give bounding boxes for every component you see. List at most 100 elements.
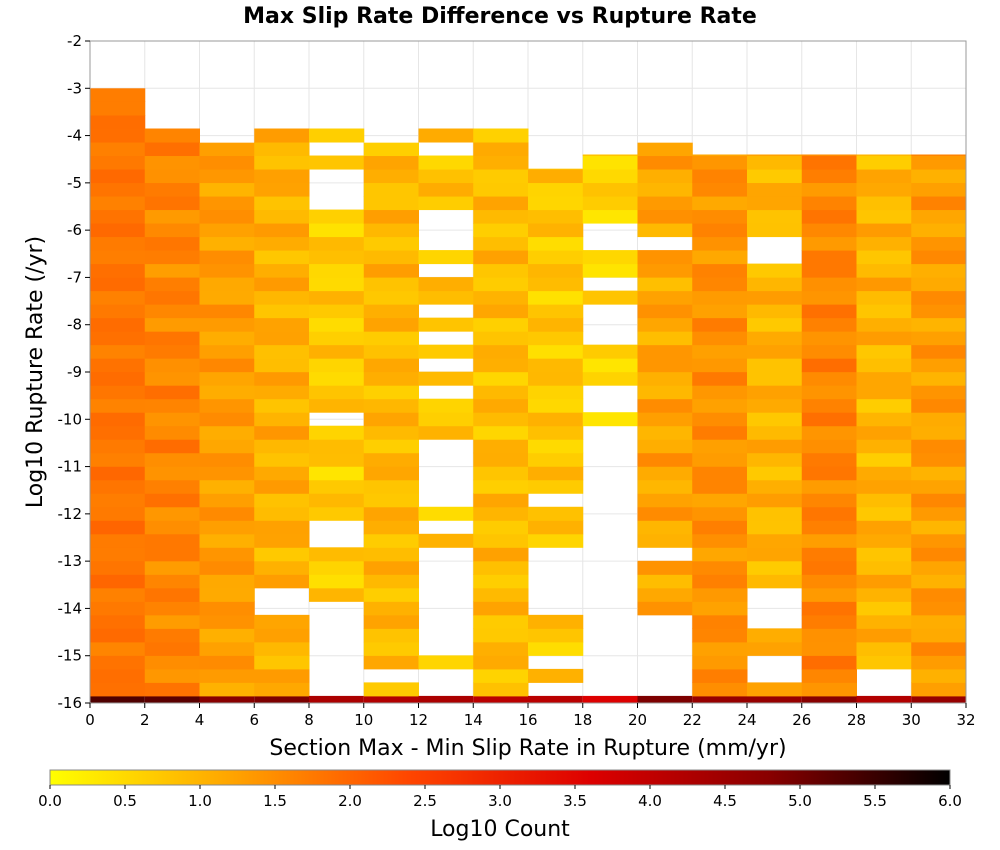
- heatmap-cell: [528, 398, 584, 413]
- heatmap-cell: [144, 425, 200, 440]
- heatmap-cell: [747, 263, 803, 278]
- heatmap-cell: [801, 533, 857, 548]
- heatmap-cell: [254, 169, 310, 184]
- heatmap-cell: [363, 182, 419, 197]
- heatmap-cell: [363, 682, 419, 697]
- heatmap-cell: [856, 655, 912, 670]
- heatmap-cell: [528, 358, 584, 373]
- colorbar-tick-label: 5.5: [863, 792, 887, 810]
- heatmap-cell: [199, 371, 255, 386]
- heatmap-cell: [528, 317, 584, 332]
- heatmap-cell: [856, 520, 912, 535]
- y-tick-label: -13: [58, 552, 83, 570]
- heatmap-cell: [254, 304, 310, 319]
- heatmap-cell-bottom: [801, 695, 857, 703]
- heatmap-cell: [144, 142, 200, 157]
- heatmap-cell: [144, 655, 200, 670]
- heatmap-cell: [254, 614, 310, 629]
- heatmap-cell: [309, 358, 365, 373]
- heatmap-cell: [254, 236, 310, 251]
- heatmap-cell: [637, 479, 693, 494]
- heatmap-cell: [199, 493, 255, 508]
- heatmap-cell: [90, 236, 146, 251]
- heatmap-cell: [199, 479, 255, 494]
- heatmap-cell: [90, 574, 146, 589]
- heatmap-cell: [637, 601, 693, 616]
- heatmap-cell: [528, 182, 584, 197]
- heatmap-cell: [473, 655, 529, 670]
- heatmap-cell: [582, 358, 638, 373]
- heatmap-cell: [692, 223, 748, 238]
- heatmap-cell-bottom: [856, 695, 912, 703]
- heatmap-cell: [911, 236, 967, 251]
- heatmap-cell: [911, 466, 967, 481]
- heatmap-cell: [254, 331, 310, 346]
- heatmap-cell: [418, 169, 474, 184]
- heatmap-cell: [254, 290, 310, 305]
- heatmap-cell: [637, 317, 693, 332]
- heatmap-cell: [856, 466, 912, 481]
- heatmap-cell: [473, 169, 529, 184]
- heatmap-cell: [363, 142, 419, 157]
- heatmap-cell: [747, 182, 803, 197]
- heatmap-cell: [199, 655, 255, 670]
- heatmap-cell: [199, 398, 255, 413]
- heatmap-cell: [528, 452, 584, 467]
- heatmap-cell: [747, 493, 803, 508]
- heatmap-cell: [309, 263, 365, 278]
- heatmap-cell: [637, 358, 693, 373]
- heatmap-cell: [199, 358, 255, 373]
- heatmap-cell: [856, 506, 912, 521]
- heatmap-cell: [856, 344, 912, 359]
- heatmap-cell: [747, 277, 803, 292]
- heatmap-cell: [90, 101, 146, 116]
- heatmap-cell: [692, 533, 748, 548]
- heatmap-cell: [692, 209, 748, 224]
- heatmap-cell: [747, 574, 803, 589]
- heatmap-cell: [637, 169, 693, 184]
- heatmap-cell: [309, 506, 365, 521]
- y-tick-label: -14: [58, 599, 83, 617]
- heatmap-cell: [692, 587, 748, 602]
- x-tick-label: 6: [249, 711, 259, 729]
- heatmap-cell: [692, 601, 748, 616]
- heatmap-cell: [144, 344, 200, 359]
- heatmap-cell: [473, 317, 529, 332]
- heatmap-cell: [856, 236, 912, 251]
- heatmap-cell: [801, 412, 857, 427]
- heatmap-cell: [90, 398, 146, 413]
- heatmap-cell: [637, 493, 693, 508]
- heatmap-cell: [418, 155, 474, 170]
- heatmap-cell: [473, 493, 529, 508]
- heatmap-cell: [254, 425, 310, 440]
- heatmap-cell: [199, 466, 255, 481]
- heatmap-cell: [363, 614, 419, 629]
- heatmap-cell: [692, 439, 748, 454]
- colorbar-tick-label: 3.5: [563, 792, 587, 810]
- heatmap-cell: [363, 155, 419, 170]
- heatmap-cell: [90, 344, 146, 359]
- heatmap-cell: [747, 466, 803, 481]
- colorbar-tick-label: 5.0: [788, 792, 812, 810]
- heatmap-cell: [801, 263, 857, 278]
- heatmap-cell: [254, 628, 310, 643]
- heatmap-cell: [747, 154, 803, 157]
- colorbar-tick-label: 1.5: [263, 792, 287, 810]
- heatmap-cell: [90, 682, 146, 697]
- heatmap-cell-bottom: [692, 695, 747, 703]
- heatmap-cell: [747, 169, 803, 184]
- heatmap-cell: [309, 290, 365, 305]
- heatmap-cell: [692, 520, 748, 535]
- heatmap-cell-bottom: [747, 695, 802, 703]
- heatmap-cell: [90, 560, 146, 575]
- heatmap-cell: [144, 331, 200, 346]
- heatmap-cell: [801, 209, 857, 224]
- heatmap-cell: [418, 250, 474, 265]
- heatmap-cells: [90, 88, 967, 703]
- heatmap-cell: [363, 412, 419, 427]
- heatmap-cell: [363, 533, 419, 548]
- heatmap-cell: [528, 223, 584, 238]
- heatmap-cell: [528, 533, 584, 548]
- heatmap-cell: [144, 587, 200, 602]
- heatmap-cell: [363, 641, 419, 656]
